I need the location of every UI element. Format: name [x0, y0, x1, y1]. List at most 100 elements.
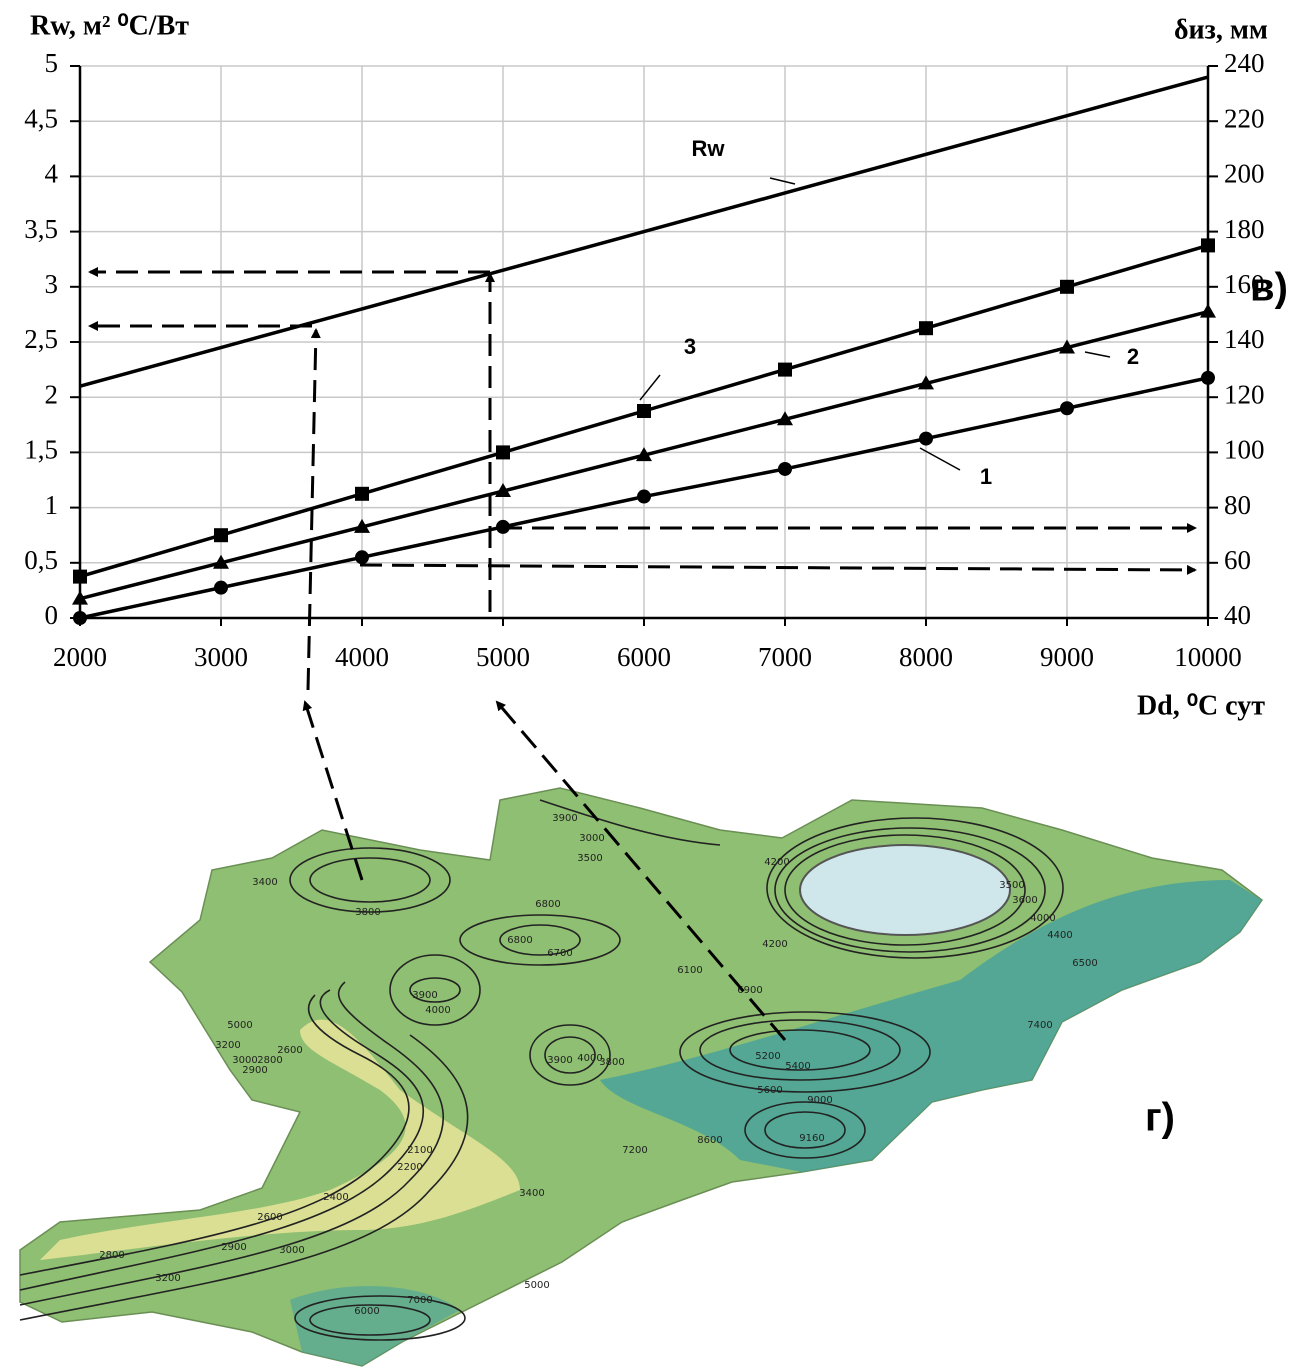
panel-label: г) — [1145, 1096, 1175, 1140]
x-tick-label: 10000 — [1174, 642, 1242, 672]
contour-label: 3400 — [252, 877, 277, 888]
leader-line — [640, 375, 660, 400]
contour-label: 9160 — [799, 1133, 824, 1144]
contour-label: 5000 — [227, 1020, 252, 1031]
y-tick-label: 1 — [45, 490, 59, 520]
marker — [496, 445, 510, 459]
contour-label: 6500 — [1072, 958, 1097, 969]
marker — [214, 581, 228, 595]
contour-label: 3500 — [999, 880, 1024, 891]
contour-label: 3800 — [599, 1057, 624, 1068]
contour-label: 3900 — [547, 1055, 572, 1066]
series-label: Rw — [692, 136, 726, 161]
y-tick-label: 0,5 — [24, 545, 58, 575]
contour-label: 4400 — [1047, 930, 1072, 941]
contour-label: 2200 — [397, 1162, 422, 1173]
y2-tick-label: 220 — [1224, 103, 1265, 133]
contour-label: 6800 — [535, 899, 560, 910]
x-tick-label: 8000 — [899, 642, 953, 672]
contour-label: 2900 — [242, 1065, 267, 1076]
contour-label: 7400 — [1027, 1020, 1052, 1031]
contour-label: 2900 — [221, 1242, 246, 1253]
page: 3900300035004200340038006800670068004200… — [0, 0, 1303, 1369]
marker — [637, 404, 651, 418]
y-tick-label: 1,5 — [24, 435, 58, 465]
y2-tick-label: 180 — [1224, 214, 1265, 244]
y-tick-label: 0 — [45, 600, 59, 630]
contour-label: 6100 — [677, 965, 702, 976]
contour-label: 3900 — [552, 813, 577, 824]
contour-label: 4200 — [762, 939, 787, 950]
marker — [355, 487, 369, 501]
leader-line — [770, 178, 795, 184]
contour-label: 2800 — [99, 1250, 124, 1261]
x-tick-label: 4000 — [335, 642, 389, 672]
contour-label: 4000 — [425, 1005, 450, 1016]
y-tick-label: 3,5 — [24, 214, 58, 244]
contour-label: 5000 — [524, 1280, 549, 1291]
contour-label: 5400 — [785, 1061, 810, 1072]
x-tick-label: 6000 — [617, 642, 671, 672]
marker — [637, 490, 651, 504]
marker — [1201, 371, 1215, 385]
marker — [355, 550, 369, 564]
contour-label: 2400 — [323, 1192, 348, 1203]
y-tick-label: 4 — [45, 159, 59, 189]
contour-label: 2600 — [277, 1045, 302, 1056]
contour-label: 4200 — [764, 857, 789, 868]
x-axis-title: Dd, ⁰С сут — [1137, 690, 1265, 721]
marker — [1060, 401, 1074, 415]
marker — [919, 432, 933, 446]
contour-label: 3200 — [155, 1273, 180, 1284]
contour-label: 8600 — [697, 1135, 722, 1146]
arrow — [360, 565, 1195, 570]
leader-line — [1085, 352, 1110, 357]
y2-tick-label: 120 — [1224, 379, 1265, 409]
contour-label: 3500 — [577, 853, 602, 864]
panel-label: в) — [1250, 266, 1288, 310]
contour-label: 3600 — [1012, 895, 1037, 906]
contour-label: 6700 — [547, 948, 572, 959]
marker — [919, 321, 933, 335]
contour-label: 7000 — [407, 1295, 432, 1306]
y2-axis-title: δиз, мм — [1174, 14, 1268, 45]
contour-label: 4000 — [1030, 913, 1055, 924]
contour-label: 6000 — [354, 1306, 379, 1317]
series-label: 1 — [980, 464, 992, 489]
x-tick-label: 9000 — [1040, 642, 1094, 672]
contour-label: 9000 — [807, 1095, 832, 1106]
contour-label: 7200 — [622, 1145, 647, 1156]
contour-label: 3400 — [519, 1188, 544, 1199]
y-axis-title: Rw, м² ⁰С/Вт — [30, 10, 189, 41]
series-label: 3 — [684, 334, 696, 359]
marker — [1060, 280, 1074, 294]
y2-tick-label: 140 — [1224, 324, 1265, 354]
contour-label: 3200 — [215, 1040, 240, 1051]
y2-tick-label: 200 — [1224, 159, 1265, 189]
contour-label: 5600 — [757, 1085, 782, 1096]
y-tick-label: 2 — [45, 379, 59, 409]
y2-tick-label: 100 — [1224, 435, 1265, 465]
x-tick-label: 3000 — [194, 642, 248, 672]
contour-label: 3000 — [579, 833, 604, 844]
y2-tick-label: 240 — [1224, 48, 1265, 78]
y-tick-label: 3 — [45, 269, 59, 299]
contour-label: 6800 — [507, 935, 532, 946]
x-tick-label: 5000 — [476, 642, 530, 672]
map — [20, 788, 1262, 1366]
contour-label: 3800 — [355, 907, 380, 918]
x-tick-label: 2000 — [53, 642, 107, 672]
marker — [1201, 238, 1215, 252]
contour-label: 3900 — [412, 990, 437, 1001]
marker — [778, 462, 792, 476]
x-tick-label: 7000 — [758, 642, 812, 672]
marker — [73, 611, 87, 625]
contour-label: 2600 — [257, 1212, 282, 1223]
contour-label: 2100 — [407, 1145, 432, 1156]
y-tick-label: 5 — [45, 48, 59, 78]
y2-tick-label: 40 — [1224, 600, 1251, 630]
contour-label: 5200 — [755, 1051, 780, 1062]
y-tick-label: 4,5 — [24, 103, 58, 133]
y2-tick-label: 80 — [1224, 490, 1251, 520]
marker — [73, 570, 87, 584]
